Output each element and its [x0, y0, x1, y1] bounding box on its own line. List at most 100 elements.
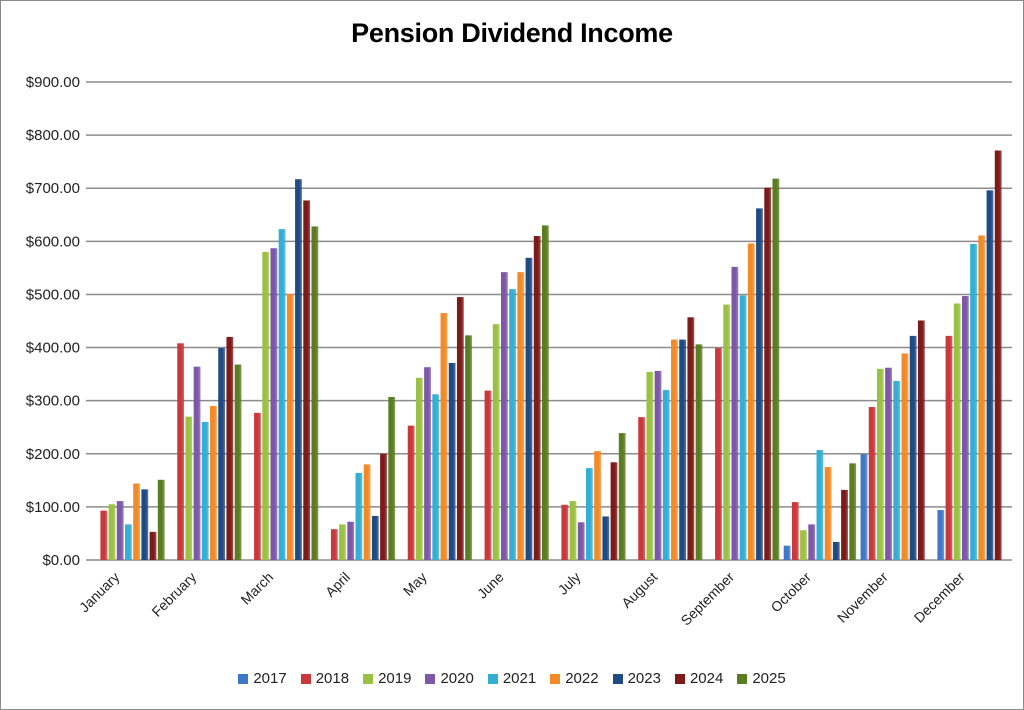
bar-october-2023	[832, 541, 840, 560]
bar-september-2021	[739, 295, 747, 560]
y-tick-label: $100.00	[26, 499, 80, 516]
bar-december-2024	[994, 150, 1002, 560]
bar-december-2020	[961, 296, 969, 560]
bar-march-2023	[295, 179, 302, 560]
bar-october-2019	[800, 530, 807, 560]
legend-item-2018: 2018	[300, 670, 349, 687]
bar-january-2019	[108, 504, 116, 560]
x-tick-label: November	[834, 569, 891, 626]
y-tick-label: $200.00	[26, 446, 80, 463]
bar-february-2024	[226, 336, 234, 560]
bar-december-2022	[978, 235, 986, 561]
y-tick-label: $0.00	[42, 552, 80, 569]
x-tick-label: April	[322, 569, 353, 600]
bar-october-2025	[849, 463, 857, 560]
bar-july-2023	[602, 516, 610, 560]
bar-may-2022	[440, 313, 448, 560]
bar-january-2023	[141, 489, 149, 560]
bar-may-2020	[424, 367, 431, 560]
y-tick-label: $800.00	[26, 127, 80, 144]
legend-label: 2024	[689, 670, 724, 687]
bar-may-2025	[465, 335, 472, 560]
bar-august-2019	[646, 371, 654, 560]
bar-april-2024	[380, 453, 387, 560]
bar-august-2021	[662, 390, 670, 560]
bar-march-2019	[262, 251, 270, 560]
bar-march-2020	[270, 248, 278, 560]
bar-june-2022	[517, 272, 525, 560]
bar-january-2025	[157, 479, 165, 560]
bar-july-2019	[569, 501, 577, 560]
bar-june-2023	[525, 257, 533, 560]
bar-november-2017	[860, 454, 868, 560]
bar-december-2023	[986, 190, 994, 560]
bar-october-2018	[791, 502, 799, 560]
legend-item-2022: 2022	[550, 670, 599, 687]
bar-august-2022	[671, 339, 678, 560]
bar-july-2024	[610, 462, 618, 560]
x-tick-label: January	[76, 569, 123, 616]
y-tick-label: $500.00	[26, 286, 80, 303]
legend-item-2021: 2021	[487, 670, 537, 687]
chart-legend: 2017 2018 2019 2020 2021 2022 2023 2024 2025	[0, 670, 1024, 687]
bar-may-2021	[432, 394, 440, 560]
legend-item-2020: 2020	[425, 670, 474, 687]
legend-label: 2022	[565, 670, 599, 687]
bar-july-2022	[594, 451, 602, 560]
bar-june-2020	[500, 272, 508, 560]
bar-june-2018	[484, 390, 492, 560]
bar-august-2018	[638, 417, 646, 560]
legend-swatch	[300, 673, 311, 684]
bar-january-2022	[133, 483, 141, 560]
y-tick-label: $300.00	[26, 393, 80, 410]
legend-swatch	[674, 673, 685, 684]
bar-july-2025	[618, 433, 626, 560]
bar-october-2017	[783, 545, 791, 560]
bar-may-2018	[407, 425, 415, 560]
bar-august-2020	[654, 370, 662, 560]
bar-november-2023	[909, 335, 917, 560]
legend-label: 2019	[378, 670, 412, 687]
bar-september-2018	[715, 348, 722, 560]
bar-november-2024	[917, 320, 925, 560]
bar-september-2020	[731, 266, 739, 560]
y-tick-label: $600.00	[26, 233, 80, 250]
x-tick-label: July	[555, 569, 584, 598]
chart-title: Pension Dividend Income	[351, 18, 673, 48]
bar-april-2019	[339, 524, 346, 560]
legend-swatch	[737, 673, 748, 684]
x-tick-label: December	[911, 569, 968, 626]
bar-july-2018	[561, 504, 569, 560]
bar-october-2022	[824, 467, 832, 560]
bar-november-2018	[868, 407, 876, 560]
x-tick-label: May	[400, 569, 430, 599]
bar-june-2025	[541, 225, 549, 560]
y-tick-label: $400.00	[26, 340, 80, 357]
bar-january-2024	[149, 531, 157, 560]
legend-item-2025: 2025	[737, 670, 786, 687]
bar-may-2019	[415, 377, 423, 560]
x-tick-label: February	[148, 569, 199, 620]
bar-september-2023	[756, 208, 763, 560]
bar-september-2025	[772, 178, 780, 560]
x-tick-label: October	[768, 569, 815, 616]
bar-november-2022	[901, 353, 909, 560]
bar-december-2021	[970, 243, 977, 560]
x-tick-label: March	[237, 569, 276, 608]
bar-march-2021	[278, 229, 286, 560]
bar-december-2018	[945, 335, 953, 560]
bar-march-2018	[254, 412, 261, 560]
x-tick-label: September	[677, 569, 737, 629]
bar-july-2020	[577, 522, 585, 560]
bar-april-2021	[355, 472, 363, 560]
legend-label: 2021	[502, 670, 537, 687]
legend-item-2019: 2019	[363, 670, 411, 687]
bar-september-2022	[747, 243, 755, 561]
legend-label: 2023	[627, 670, 661, 687]
y-tick-label: $900.00	[26, 74, 80, 91]
legend-swatch	[238, 673, 249, 684]
bar-april-2025	[388, 396, 396, 560]
legend-swatch	[612, 673, 623, 684]
bar-august-2025	[695, 344, 703, 560]
legend-label: 2020	[440, 670, 474, 687]
